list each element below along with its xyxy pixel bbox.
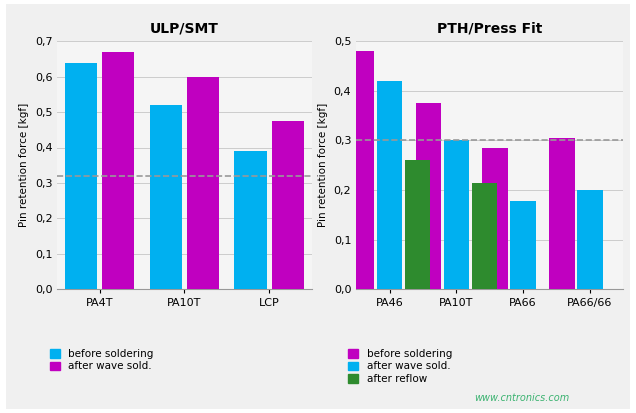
Y-axis label: Pin retention force [kgf]: Pin retention force [kgf] xyxy=(19,103,29,227)
Title: ULP/SMT: ULP/SMT xyxy=(150,22,219,36)
Bar xyxy=(272,121,304,289)
Bar xyxy=(187,77,219,289)
Y-axis label: Pin retention force [kgf]: Pin retention force [kgf] xyxy=(318,103,328,227)
Bar xyxy=(349,51,374,289)
Bar xyxy=(549,138,574,289)
Legend: before soldering, after wave sold., after reflow: before soldering, after wave sold., afte… xyxy=(348,349,452,384)
Bar xyxy=(377,81,402,289)
Bar xyxy=(511,201,536,289)
Bar xyxy=(149,105,182,289)
Bar xyxy=(405,160,431,289)
Bar xyxy=(444,140,469,289)
Bar xyxy=(102,52,134,289)
Bar xyxy=(472,183,497,289)
Legend: before soldering, after wave sold.: before soldering, after wave sold. xyxy=(50,349,154,371)
Bar xyxy=(482,148,508,289)
Bar xyxy=(577,190,602,289)
Bar xyxy=(65,62,97,289)
Bar xyxy=(235,151,266,289)
Text: www.cntronics.com: www.cntronics.com xyxy=(474,393,569,403)
Title: PTH/Press Fit: PTH/Press Fit xyxy=(437,22,543,36)
Bar xyxy=(415,103,441,289)
